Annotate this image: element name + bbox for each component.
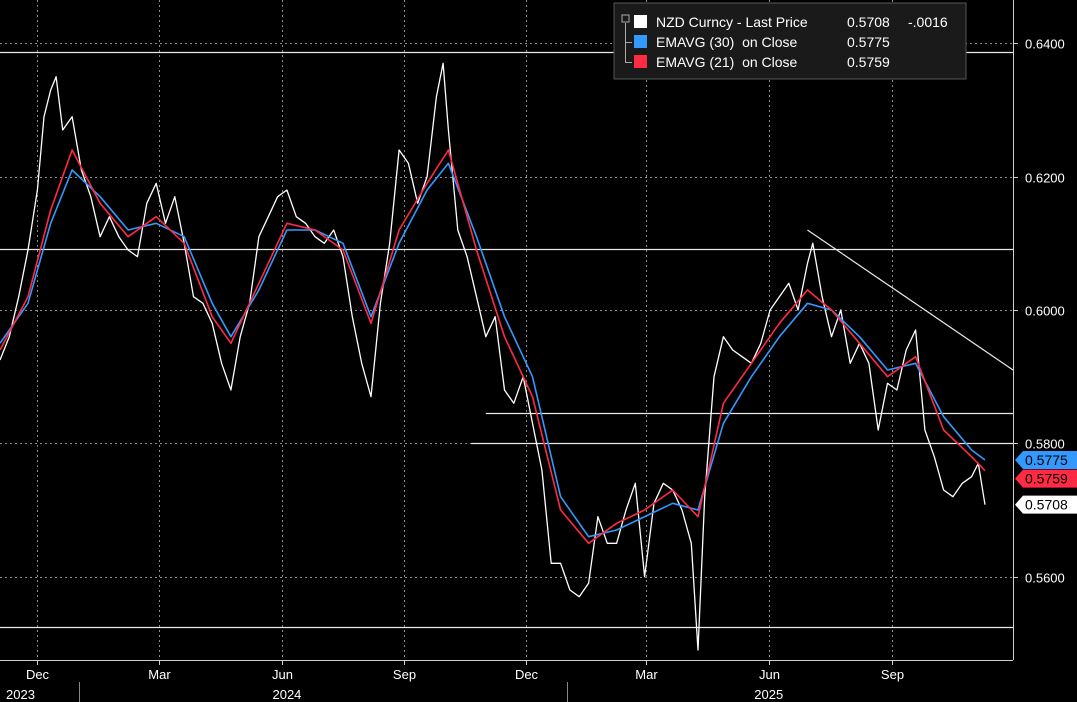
y-tick-label: 0.6000	[1025, 304, 1065, 319]
y-tick-label: 0.5800	[1025, 437, 1065, 452]
x-tick-label: Jun	[272, 667, 293, 682]
x-tick-label: Dec	[515, 667, 539, 682]
legend-box	[613, 2, 967, 80]
legend-value-price: 0.5708	[847, 14, 890, 30]
badge-value: 0.5759	[1025, 471, 1068, 487]
x-year-label: 2025	[754, 687, 783, 702]
legend-swatch-ema30	[634, 35, 647, 48]
x-tick-label: Sep	[393, 667, 416, 682]
x-tick-label: Dec	[26, 667, 50, 682]
price-line	[0, 62, 986, 651]
legend-collapse-icon[interactable]	[621, 14, 630, 23]
ema21-line	[0, 149, 986, 545]
badge-value: 0.5708	[1025, 497, 1068, 513]
y-tick-label: 0.6400	[1025, 37, 1065, 52]
badge-background	[1015, 469, 1077, 488]
legend: NZD Curncy - Last Price 0.5708 -.0016 EM…	[613, 2, 967, 80]
x-axis: Dec Mar Jun Sep Dec Mar Jun Sep 2023 2024 2025	[6, 660, 904, 702]
series-lines	[0, 62, 986, 651]
ema30-last-value-badge: 0.5775	[1015, 451, 1077, 469]
last-value-badges: 0.5775 0.5759 0.5708	[1015, 451, 1077, 514]
downtrend-line	[807, 229, 1014, 371]
y-tick-label: 0.6200	[1025, 171, 1065, 186]
badge-background	[1015, 451, 1077, 469]
legend-change-price: -.0016	[908, 14, 948, 30]
x-year-label: 2023	[6, 687, 35, 702]
x-tick-label: Mar	[148, 667, 171, 682]
x-tick-label: Sep	[881, 667, 904, 682]
x-tick-label: Mar	[635, 667, 658, 682]
badge-value: 0.5775	[1025, 452, 1068, 468]
legend-label-ema30: EMAVG (30) on Close	[656, 34, 798, 50]
y-tick-label: 0.5600	[1025, 571, 1065, 586]
ema21-last-value-badge: 0.5759	[1015, 469, 1077, 488]
legend-label-ema21: EMAVG (21) on Close	[656, 54, 798, 70]
x-year-label: 2024	[272, 687, 301, 702]
ema30-line	[0, 162, 986, 538]
legend-value-ema21: 0.5759	[847, 54, 890, 70]
legend-swatch-ema21	[634, 55, 647, 68]
badge-background	[1015, 495, 1077, 514]
reference-lines	[0, 51, 1014, 629]
price-last-value-badge: 0.5708	[1015, 495, 1077, 514]
legend-swatch-price	[634, 15, 647, 28]
legend-label-price: NZD Curncy - Last Price	[656, 14, 808, 30]
x-tick-label: Jun	[759, 667, 780, 682]
y-axis: 0.5600 0.5800 0.6000 0.6200 0.6400	[1013, 37, 1065, 586]
legend-value-ema30: 0.5775	[847, 34, 890, 50]
